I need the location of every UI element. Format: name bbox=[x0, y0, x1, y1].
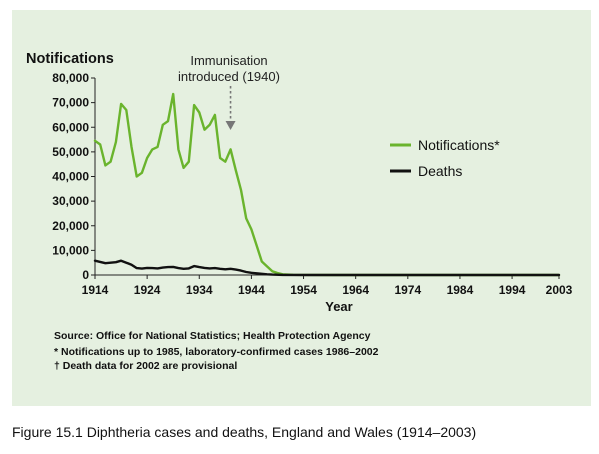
y-tick-label: 0 bbox=[82, 268, 89, 282]
x-tick-label: 1964 bbox=[342, 283, 369, 297]
legend: Notifications* Deaths bbox=[390, 137, 500, 179]
x-axis-title: Year bbox=[325, 299, 352, 314]
y-tick-label: 80,000 bbox=[52, 71, 89, 85]
y-tick-label: 40,000 bbox=[52, 170, 89, 184]
y-axis-title: Notifications bbox=[26, 51, 114, 67]
series-line-deaths bbox=[93, 259, 561, 277]
annotation-text-line2: introduced (1940) bbox=[178, 69, 280, 84]
footnote-deaths: † Death data for 2002 are provisional bbox=[54, 360, 238, 372]
footnote-notifications: * Notifications up to 1985, laboratory-c… bbox=[54, 346, 379, 358]
annotation-arrowhead bbox=[225, 121, 236, 130]
x-tick-label: 1944 bbox=[238, 283, 265, 297]
legend-label: Notifications* bbox=[418, 137, 500, 153]
x-tick-label: 1924 bbox=[134, 283, 161, 297]
x-tick-label: 1954 bbox=[290, 283, 317, 297]
y-tick-label: 30,000 bbox=[52, 194, 89, 208]
source-note: Source: Office for National Statistics; … bbox=[54, 330, 371, 342]
chart-panel: 0 10,000 20,000 30,000 40,000 50,000 60,000 70,… bbox=[12, 10, 591, 406]
series-layer bbox=[93, 92, 561, 277]
x-tick-label: 2003 bbox=[546, 283, 573, 297]
y-tick-label: 60,000 bbox=[52, 120, 89, 134]
x-tick-label: 1934 bbox=[186, 283, 213, 297]
y-tick-label: 50,000 bbox=[52, 145, 89, 159]
x-tick-label: 1914 bbox=[82, 283, 109, 297]
legend-label: Deaths bbox=[418, 163, 462, 179]
y-tick-label: 20,000 bbox=[52, 219, 89, 233]
diphtheria-line-chart: 0 10,000 20,000 30,000 40,000 50,000 60,000 70,… bbox=[26, 51, 573, 314]
x-tick-label: 1994 bbox=[499, 283, 526, 297]
figure-caption: Figure 15.1 Diphtheria cases and deaths,… bbox=[12, 424, 477, 440]
annotation-text-line1: Immunisation bbox=[190, 53, 267, 68]
series-line-notifications bbox=[93, 92, 561, 277]
x-tick-label: 1974 bbox=[394, 283, 421, 297]
y-tick-label: 70,000 bbox=[52, 96, 89, 110]
y-tick-label: 10,000 bbox=[52, 243, 89, 257]
x-tick-label: 1984 bbox=[447, 283, 474, 297]
